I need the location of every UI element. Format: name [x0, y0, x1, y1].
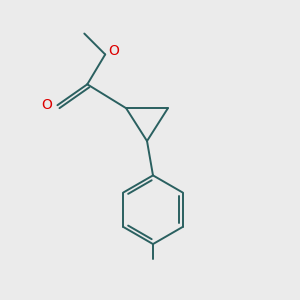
Text: O: O [109, 44, 120, 58]
Text: O: O [41, 98, 52, 112]
